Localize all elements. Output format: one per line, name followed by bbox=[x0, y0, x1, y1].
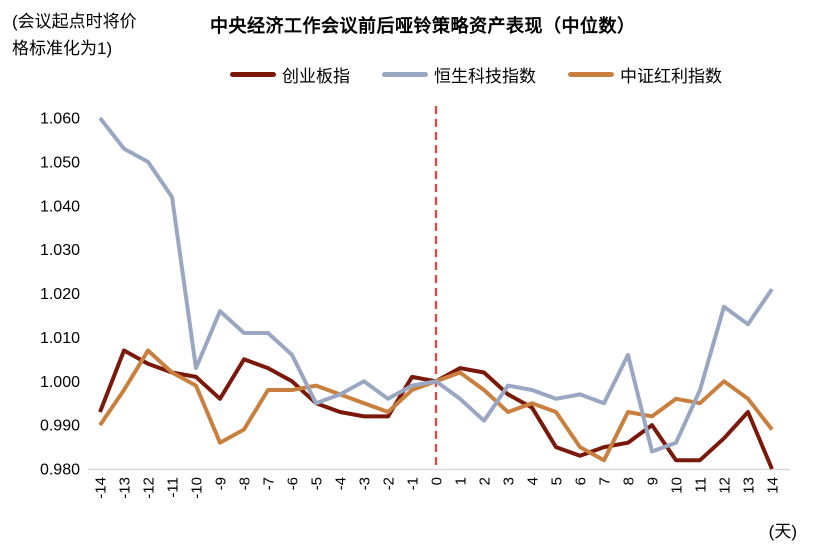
normalization-note-line1: (会议起点时将价 bbox=[12, 12, 137, 31]
y-tick-label: 1.040 bbox=[40, 198, 80, 215]
x-tick-label: 3 bbox=[501, 477, 518, 485]
x-tick-label: -6 bbox=[285, 477, 302, 490]
x-tick-label: -13 bbox=[117, 477, 134, 499]
x-tick-label: 7 bbox=[597, 477, 614, 485]
legend-item-hstech: 恒生科技指数 bbox=[382, 62, 536, 87]
normalization-note: (会议起点时将价 格标准化为1) bbox=[12, 8, 137, 62]
x-tick-label: -7 bbox=[261, 477, 278, 490]
x-tick-label: 13 bbox=[741, 477, 758, 494]
x-tick-label: 0 bbox=[429, 477, 446, 485]
x-tick-label: -2 bbox=[381, 477, 398, 490]
legend-item-cyb: 创业板指 bbox=[230, 62, 350, 87]
x-tick-label: -4 bbox=[333, 477, 350, 490]
x-tick-label: 4 bbox=[525, 477, 542, 485]
x-tick-label: 5 bbox=[549, 477, 566, 485]
x-tick-label: -14 bbox=[93, 477, 110, 499]
x-tick-label: -1 bbox=[405, 477, 422, 490]
chart-title: 中央经济工作会议前后哑铃策略资产表现（中位数） bbox=[210, 16, 636, 36]
legend-swatch-dividend bbox=[568, 72, 614, 77]
legend: 创业板指 恒生科技指数 中证红利指数 bbox=[230, 62, 722, 87]
x-tick-label: 12 bbox=[717, 477, 734, 494]
x-tick-label: 11 bbox=[693, 477, 710, 493]
legend-label-cyb: 创业板指 bbox=[282, 67, 350, 86]
x-tick-label: -5 bbox=[309, 477, 326, 490]
legend-item-dividend: 中证红利指数 bbox=[568, 62, 722, 87]
x-tick-label: -11 bbox=[165, 477, 182, 498]
legend-swatch-hstech bbox=[382, 72, 428, 77]
y-tick-label: 1.060 bbox=[40, 111, 80, 128]
y-tick-label: 1.030 bbox=[40, 242, 80, 259]
x-tick-label: -12 bbox=[141, 477, 158, 499]
normalization-note-line2: 格标准化为1) bbox=[12, 39, 113, 58]
x-tick-label: -10 bbox=[189, 477, 206, 499]
y-tick-label: 1.000 bbox=[40, 374, 80, 391]
x-tick-label: 8 bbox=[621, 477, 638, 485]
x-tick-label: -9 bbox=[213, 477, 230, 490]
series-line-hstech bbox=[98, 116, 774, 454]
legend-swatch-cyb bbox=[230, 72, 276, 77]
legend-label-dividend: 中证红利指数 bbox=[620, 67, 722, 86]
x-tick-label: -8 bbox=[237, 477, 254, 490]
x-tick-label: 1 bbox=[453, 477, 470, 485]
y-tick-label: 1.050 bbox=[40, 154, 80, 171]
x-unit-label: (天) bbox=[769, 522, 797, 541]
x-tick-label: -3 bbox=[357, 477, 374, 490]
x-tick-label: 10 bbox=[669, 477, 686, 494]
y-tick-label: 1.020 bbox=[40, 286, 80, 303]
y-tick-label: 1.010 bbox=[40, 330, 80, 347]
x-tick-label: 9 bbox=[645, 477, 662, 485]
x-tick-label: 2 bbox=[477, 477, 494, 485]
x-tick-label: 6 bbox=[573, 477, 590, 485]
x-tick-label: 14 bbox=[765, 477, 782, 494]
y-tick-label: 0.990 bbox=[40, 418, 80, 435]
legend-label-hstech: 恒生科技指数 bbox=[434, 67, 536, 86]
y-tick-label: 0.980 bbox=[40, 462, 80, 479]
